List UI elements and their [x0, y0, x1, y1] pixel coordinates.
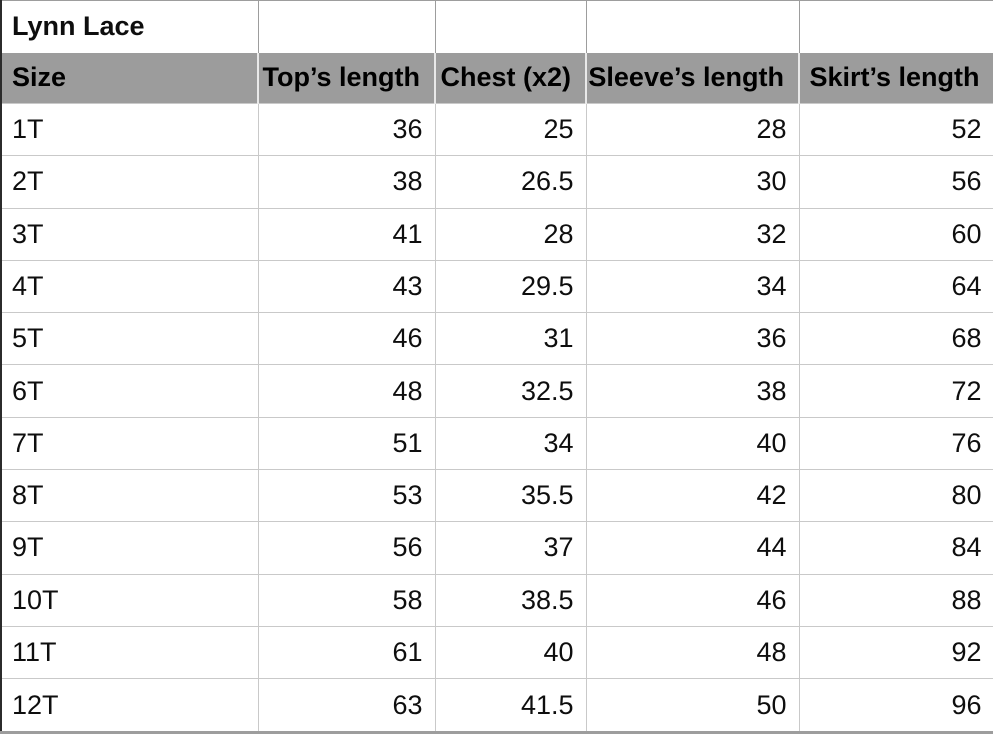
column-header-chest: Chest (x2) — [434, 52, 586, 104]
chest-cell: 26.5 — [434, 155, 587, 209]
skirt-length-cell: 80 — [798, 468, 993, 523]
skirt-length-cell: 52 — [798, 102, 993, 157]
table-row: 11T 61 40 48 92 — [0, 625, 993, 680]
sleeve-length-cell: 34 — [585, 259, 800, 314]
sleeve-length-cell: 28 — [585, 102, 800, 157]
table-row: 12T 63 41.5 50 96 — [0, 678, 993, 733]
table-row: 3T 41 28 32 60 — [0, 207, 993, 261]
chest-cell: 34 — [434, 416, 587, 470]
chest-cell: 35.5 — [434, 468, 587, 523]
sleeve-length-cell: 30 — [585, 155, 800, 209]
top-length-cell: 53 — [257, 468, 436, 523]
sleeve-length-cell: 42 — [585, 468, 800, 523]
empty-cell — [799, 0, 993, 53]
sleeve-length-cell: 48 — [585, 625, 800, 680]
table-row: 2T 38 26.5 30 56 — [0, 155, 993, 209]
title-row: Lynn Lace — [1, 0, 993, 53]
top-length-cell: 63 — [257, 678, 436, 733]
top-length-cell: 46 — [257, 312, 436, 366]
table-row: 6T 48 32.5 38 72 — [0, 364, 993, 418]
table-row: 9T 56 37 44 84 — [0, 521, 993, 575]
size-cell: 5T — [0, 312, 259, 366]
chest-cell: 31 — [434, 312, 587, 366]
skirt-length-cell: 68 — [798, 312, 993, 366]
table-row: 7T 51 34 40 76 — [0, 416, 993, 470]
top-length-cell: 48 — [257, 364, 436, 418]
chest-cell: 41.5 — [434, 678, 587, 733]
top-length-cell: 56 — [257, 521, 436, 575]
top-length-cell: 43 — [257, 259, 436, 314]
skirt-length-cell: 60 — [798, 207, 993, 261]
sleeve-length-cell: 44 — [585, 521, 800, 575]
empty-cell — [435, 0, 587, 53]
column-header-skirt-length: Skirt’s length — [798, 52, 993, 104]
sleeve-length-cell: 36 — [585, 312, 800, 366]
size-cell: 10T — [0, 573, 259, 627]
size-cell: 3T — [0, 207, 259, 261]
sleeve-length-cell: 46 — [585, 573, 800, 627]
table-title: Lynn Lace — [1, 0, 259, 53]
size-cell: 4T — [0, 259, 259, 314]
empty-cell — [258, 0, 436, 53]
top-length-cell: 36 — [257, 102, 436, 157]
chest-cell: 29.5 — [434, 259, 587, 314]
column-header-top-length: Top’s length — [257, 52, 435, 104]
table-row: 5T 46 31 36 68 — [0, 312, 993, 366]
chest-cell: 38.5 — [434, 573, 587, 627]
table-row: 8T 53 35.5 42 80 — [0, 468, 993, 523]
empty-cell — [586, 0, 800, 53]
table-row: 1T 36 25 28 52 — [0, 102, 993, 157]
top-length-cell: 61 — [257, 625, 436, 680]
column-header-size: Size — [1, 52, 258, 104]
size-cell: 1T — [0, 102, 259, 157]
sleeve-length-cell: 38 — [585, 364, 800, 418]
table-row: 10T 58 38.5 46 88 — [0, 573, 993, 627]
top-length-cell: 51 — [257, 416, 436, 470]
chest-cell: 32.5 — [434, 364, 587, 418]
skirt-length-cell: 84 — [798, 521, 993, 575]
sleeve-length-cell: 32 — [585, 207, 800, 261]
column-header-sleeve-length: Sleeve’s length — [585, 52, 799, 104]
size-cell: 7T — [0, 416, 259, 470]
sleeve-length-cell: 50 — [585, 678, 800, 733]
size-cell: 9T — [0, 521, 259, 575]
table-row: 4T 43 29.5 34 64 — [0, 259, 993, 314]
size-cell: 6T — [0, 364, 259, 418]
skirt-length-cell: 88 — [798, 573, 993, 627]
size-cell: 8T — [0, 468, 259, 523]
size-cell: 2T — [0, 155, 259, 209]
size-cell: 12T — [0, 678, 259, 733]
skirt-length-cell: 92 — [798, 625, 993, 680]
sleeve-length-cell: 40 — [585, 416, 800, 470]
chest-cell: 28 — [434, 207, 587, 261]
top-length-cell: 41 — [257, 207, 436, 261]
skirt-length-cell: 64 — [798, 259, 993, 314]
chest-cell: 25 — [434, 102, 587, 157]
top-length-cell: 38 — [257, 155, 436, 209]
skirt-length-cell: 56 — [798, 155, 993, 209]
chest-cell: 37 — [434, 521, 587, 575]
skirt-length-cell: 76 — [798, 416, 993, 470]
size-cell: 11T — [0, 625, 259, 680]
skirt-length-cell: 72 — [798, 364, 993, 418]
chest-cell: 40 — [434, 625, 587, 680]
skirt-length-cell: 96 — [798, 678, 993, 733]
top-length-cell: 58 — [257, 573, 436, 627]
header-row: Size Top’s length Chest (x2) Sleeve’s le… — [1, 52, 993, 104]
